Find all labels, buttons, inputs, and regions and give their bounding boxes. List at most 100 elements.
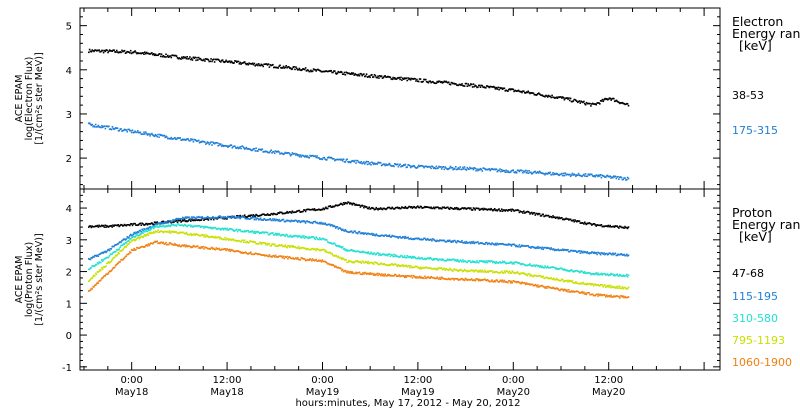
data-point (159, 222, 162, 224)
data-point (178, 137, 181, 140)
data-point (228, 145, 231, 147)
data-point (251, 241, 254, 243)
data-point (594, 294, 597, 297)
data-point (471, 242, 474, 244)
data-point (227, 146, 229, 148)
data-point (581, 222, 583, 224)
data-point (518, 211, 521, 214)
data-point (135, 224, 137, 226)
data-point (484, 243, 486, 245)
data-point (586, 222, 589, 225)
data-point (452, 82, 454, 85)
data-point (550, 287, 552, 289)
data-point (582, 222, 584, 224)
data-point (109, 50, 112, 52)
data-point (544, 215, 546, 217)
data-point (210, 235, 212, 238)
data-point (617, 101, 619, 103)
data-point (524, 211, 527, 214)
data-point (234, 239, 236, 241)
data-point (567, 270, 569, 272)
data-point (423, 166, 425, 169)
data-point (489, 209, 491, 211)
data-point (607, 284, 610, 287)
data-point (596, 293, 598, 296)
data-point (595, 251, 597, 254)
data-point (393, 253, 395, 256)
data-point (598, 174, 600, 176)
data-point (199, 235, 202, 237)
data-point (302, 68, 304, 70)
data-point (371, 232, 373, 235)
data-point (265, 242, 268, 245)
data-point (452, 168, 454, 171)
data-point (619, 274, 622, 276)
data-point (167, 54, 169, 57)
data-point (539, 171, 542, 174)
data-point (597, 102, 599, 104)
data-point (485, 168, 488, 171)
data-point (292, 245, 294, 247)
data-point (125, 129, 128, 131)
data-point (134, 222, 136, 225)
data-point (350, 203, 353, 205)
data-point (476, 278, 478, 281)
data-point (605, 294, 608, 296)
data-point (437, 81, 439, 83)
data-point (397, 256, 400, 258)
data-point (195, 139, 197, 142)
data-point (625, 275, 627, 277)
data-point (156, 226, 158, 228)
data-point (454, 269, 456, 271)
data-point (579, 222, 582, 224)
data-point (491, 167, 493, 170)
data-point (413, 238, 416, 241)
data-point (380, 208, 383, 210)
data-point (312, 68, 315, 70)
data-point (349, 203, 351, 205)
data-point (373, 261, 376, 264)
data-point (105, 125, 107, 128)
data-point (489, 169, 491, 172)
data-point (134, 249, 136, 251)
data-point (255, 242, 257, 245)
data-point (377, 274, 379, 277)
data-point (161, 134, 164, 137)
data-point (295, 154, 297, 156)
data-point (468, 242, 470, 244)
data-point (168, 242, 171, 244)
data-point (237, 147, 240, 150)
data-point (309, 237, 311, 239)
data-point (470, 241, 473, 243)
data-point (141, 245, 143, 248)
data-point (177, 232, 180, 234)
data-point (118, 252, 120, 255)
data-point (595, 284, 597, 287)
data-point (250, 240, 252, 242)
data-point (349, 73, 351, 75)
data-point (98, 224, 100, 227)
data-point (452, 208, 454, 210)
data-point (367, 260, 370, 263)
data-point (271, 256, 273, 258)
data-point (424, 257, 426, 260)
data-point (422, 165, 424, 168)
data-point (372, 207, 375, 210)
data-point (395, 255, 398, 258)
data-point (277, 220, 279, 222)
data-point (154, 133, 157, 136)
data-point (477, 278, 479, 280)
data-point (489, 243, 491, 245)
data-point (328, 70, 331, 72)
data-point (102, 125, 105, 128)
data-point (440, 166, 442, 168)
data-point (349, 231, 351, 233)
data-point (561, 218, 564, 221)
data-point (260, 63, 263, 66)
data-point (358, 251, 361, 253)
data-point (299, 211, 302, 213)
data-point (317, 260, 319, 262)
data-point (259, 254, 262, 256)
data-point (149, 223, 151, 225)
